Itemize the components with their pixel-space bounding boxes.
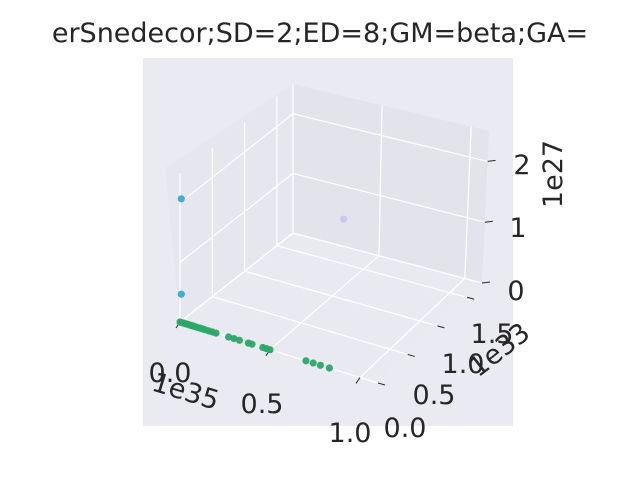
y-tick-label: 0.5	[413, 380, 456, 411]
z-grid-back	[292, 113, 488, 162]
chart-title: erSnedecor;SD=2;ED=8;GM=beta;GA=	[51, 18, 589, 49]
data-point	[225, 333, 233, 341]
x-tick-mark	[355, 377, 361, 384]
x-grid-floor	[359, 278, 466, 378]
data-point	[248, 340, 256, 348]
y-tick-mark	[467, 296, 475, 300]
x-tick-label: 0.0	[149, 358, 192, 389]
z-grid-back	[292, 232, 483, 284]
x-grid-floor	[269, 255, 380, 351]
z-grid-back	[292, 172, 485, 223]
y-tick-label: 1.5	[471, 319, 514, 350]
z-tick-mark	[487, 159, 496, 162]
y-tick-mark	[437, 325, 445, 329]
z-tick-label: 2	[513, 150, 530, 181]
data-point	[212, 329, 220, 337]
x-grid-back	[464, 126, 472, 279]
data-point	[177, 195, 185, 203]
y-tick-mark	[377, 382, 386, 386]
y-tick-label: 1.0	[442, 349, 485, 380]
x-tick-label: 1.0	[329, 418, 372, 449]
y-tick-label: 0.0	[384, 413, 427, 444]
x-tick-label: 0.5	[241, 389, 284, 420]
data-point	[177, 290, 185, 298]
y-grid-floor	[212, 295, 408, 356]
data-point	[340, 215, 348, 223]
z-tick-mark	[481, 281, 491, 284]
data-point	[230, 335, 238, 343]
data-point	[266, 346, 274, 354]
z-offset-label: 1e27	[538, 140, 569, 208]
x-grid-back	[378, 105, 383, 256]
y-tick-mark	[407, 353, 415, 357]
y-grid-floor	[244, 270, 438, 327]
left-pane	[165, 84, 293, 322]
z-tick-label: 1	[509, 213, 526, 244]
floor-pane	[180, 233, 482, 383]
z-tick-mark	[484, 220, 493, 223]
z-tick-label: 0	[507, 276, 524, 307]
data-point	[325, 364, 333, 372]
back-pane	[293, 84, 489, 283]
z-grid-left	[179, 172, 294, 263]
data-point	[235, 336, 243, 344]
z-grid-left	[179, 113, 294, 204]
data-point	[316, 361, 324, 369]
z-grid-left	[179, 232, 294, 323]
data-point	[309, 359, 317, 367]
data-point	[302, 357, 310, 365]
y-grid-floor	[276, 245, 468, 298]
